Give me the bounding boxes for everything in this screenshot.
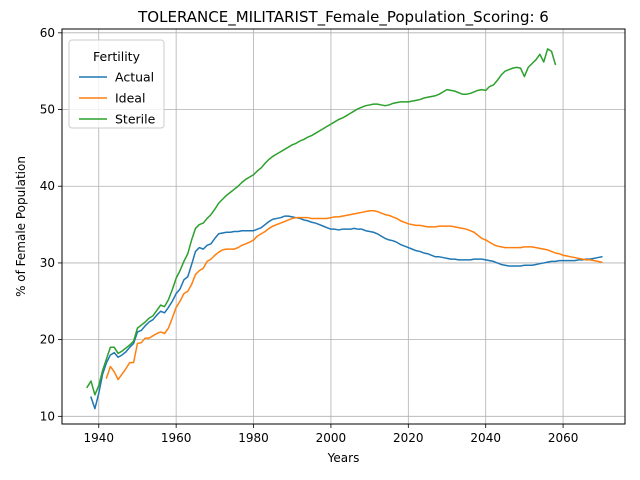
x-tick-label: 2040 <box>470 431 501 445</box>
legend-label-ideal: Ideal <box>115 91 145 106</box>
series-lines <box>86 48 603 410</box>
y-tick-label: 50 <box>40 103 55 117</box>
x-tick-label: 1980 <box>238 431 269 445</box>
series-line-actual <box>90 215 603 410</box>
x-tick-label: 2000 <box>316 431 347 445</box>
x-axis: 1940 1960 1980 2000 2020 2040 2060 <box>83 424 578 445</box>
x-axis-label: Years <box>327 451 360 465</box>
x-tick-label: 1940 <box>83 431 114 445</box>
legend-label-sterile: Sterile <box>115 112 156 127</box>
plot-frame <box>61 28 626 425</box>
y-tick-label: 20 <box>40 333 55 347</box>
y-axis-label: % of Female Population <box>14 156 28 297</box>
y-tick-label: 40 <box>40 179 55 193</box>
legend-items: Actual Ideal Sterile <box>79 70 156 127</box>
y-tick-label: 10 <box>40 409 55 423</box>
x-tick-label: 1960 <box>161 431 192 445</box>
series-line-ideal <box>105 210 603 381</box>
legend-title: Fertility <box>93 49 141 64</box>
x-tick-label: 2060 <box>548 431 579 445</box>
y-tick-label: 60 <box>40 26 55 40</box>
chart-title: TOLERANCE_MILITARIST_Female_Population_S… <box>137 8 549 27</box>
series-line-sterile <box>86 48 557 396</box>
y-tick-label: 30 <box>40 256 55 270</box>
y-axis: 10 20 30 40 50 60 <box>40 26 62 423</box>
legend-label-actual: Actual <box>115 70 154 85</box>
legend: Fertility Actual Ideal Sterile <box>68 39 165 129</box>
legend-box <box>68 39 165 129</box>
x-tick-label: 2020 <box>393 431 424 445</box>
